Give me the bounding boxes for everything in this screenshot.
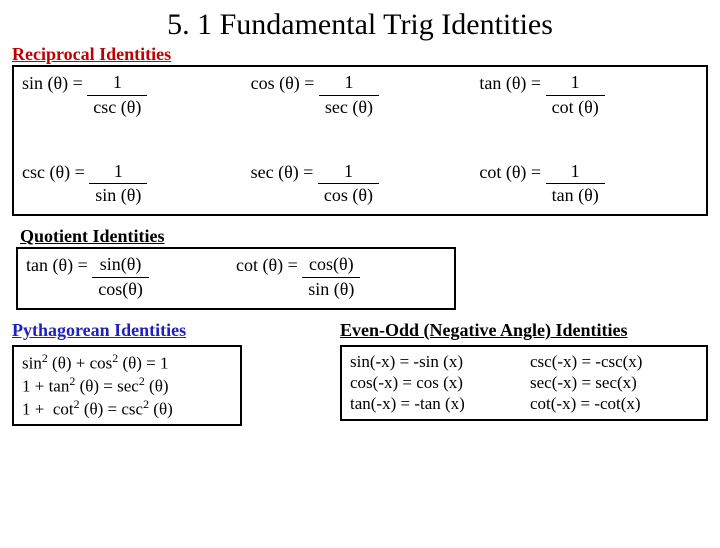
pythagorean-box: sin2 (θ) + cos2 (θ) = 1 1 + tan2 (θ) = s…: [12, 345, 242, 426]
eo-csc: csc(-x) = -csc(x): [530, 351, 698, 372]
reciprocal-heading: Reciprocal Identities: [12, 44, 720, 65]
quotient-heading: Quotient Identities: [20, 226, 720, 247]
evenodd-heading: Even-Odd (Negative Angle) Identities: [340, 320, 708, 341]
pyth-line-3: 1 + cot2 (θ) = csc2 (θ): [22, 397, 232, 420]
recip-sin: sin (θ) = 1csc (θ): [22, 73, 241, 118]
recip-cos: cos (θ) = 1sec (θ): [251, 73, 470, 118]
page-title: 5. 1 Fundamental Trig Identities: [0, 8, 720, 42]
pyth-line-1: sin2 (θ) + cos2 (θ) = 1: [22, 351, 232, 374]
recip-tan: tan (θ) = 1cot (θ): [479, 73, 698, 118]
eo-sec: sec(-x) = sec(x): [530, 372, 698, 393]
evenodd-box: sin(-x) = -sin (x) cos(-x) = cos (x) tan…: [340, 345, 708, 421]
recip-sec: sec (θ) = 1cos (θ): [251, 162, 470, 207]
eo-cot: cot(-x) = -cot(x): [530, 393, 698, 414]
eo-sin: sin(-x) = -sin (x): [350, 351, 518, 372]
reciprocal-box: sin (θ) = 1csc (θ) cos (θ) = 1sec (θ) ta…: [12, 65, 708, 216]
eo-tan: tan(-x) = -tan (x): [350, 393, 518, 414]
quot-tan: tan (θ) = sin(θ)cos(θ): [26, 255, 236, 300]
eo-cos: cos(-x) = cos (x): [350, 372, 518, 393]
pythagorean-heading: Pythagorean Identities: [12, 320, 322, 341]
recip-cot: cot (θ) = 1tan (θ): [479, 162, 698, 207]
pyth-line-2: 1 + tan2 (θ) = sec2 (θ): [22, 374, 232, 397]
quotient-box: tan (θ) = sin(θ)cos(θ) cot (θ) = cos(θ)s…: [16, 247, 456, 310]
recip-csc: csc (θ) = 1sin (θ): [22, 162, 241, 207]
quot-cot: cot (θ) = cos(θ)sin (θ): [236, 255, 446, 300]
